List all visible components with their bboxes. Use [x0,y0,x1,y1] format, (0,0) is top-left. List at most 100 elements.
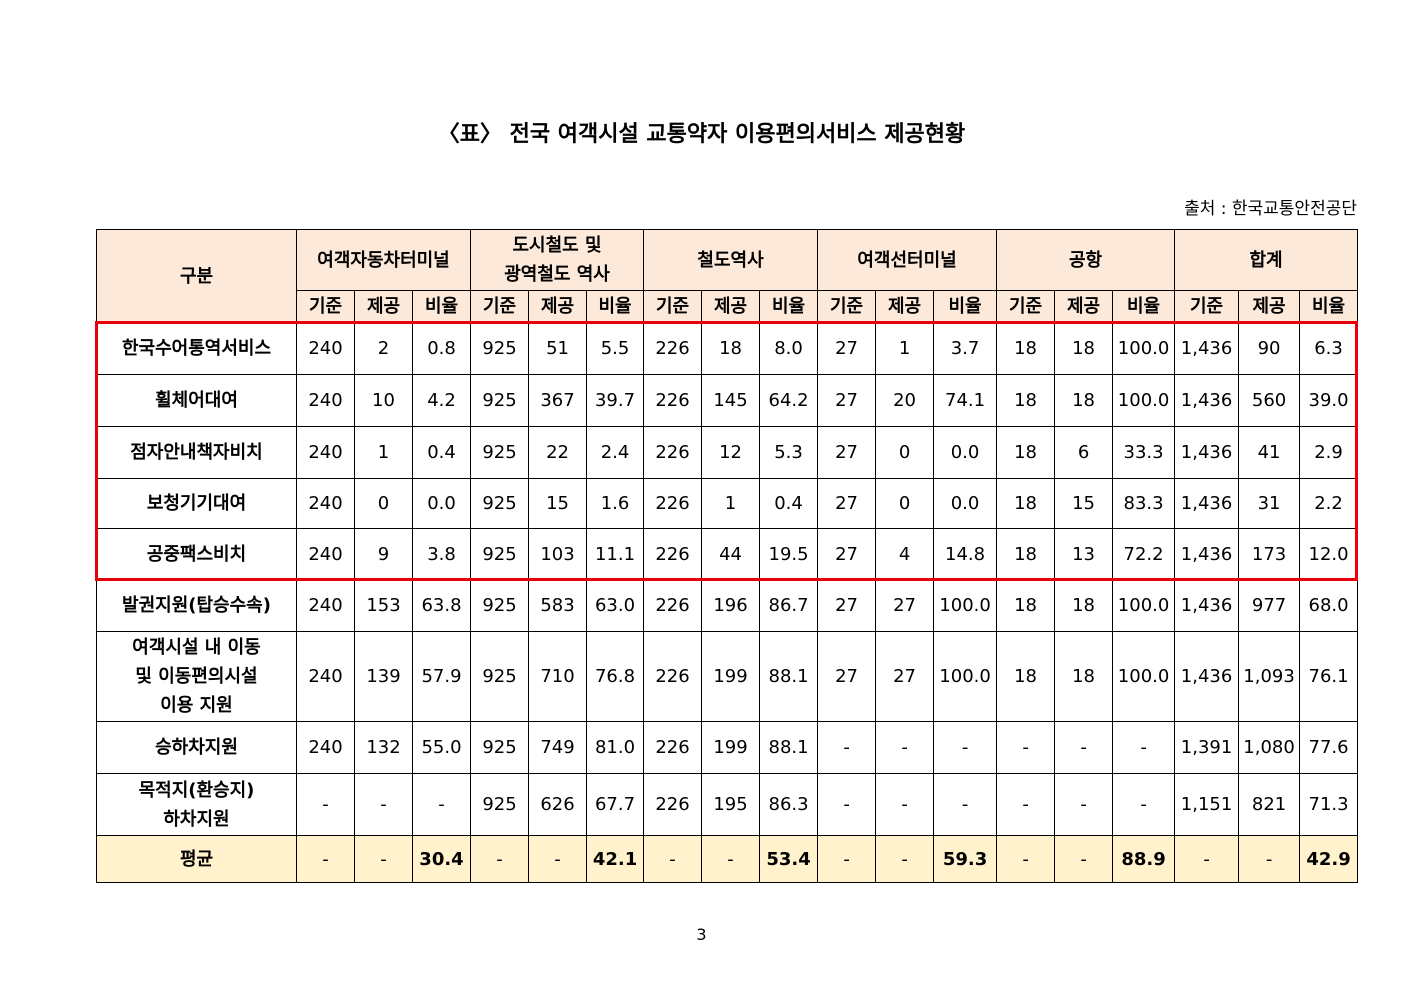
cell: 139 [354,631,413,722]
cell: 0 [875,426,935,479]
cell: 15 [1054,478,1114,529]
cell: - [354,773,413,836]
header-cell: 구분 [96,229,297,323]
subheader: 기준 [996,290,1056,323]
cell: 18 [996,478,1056,529]
row-label: 여객시설 내 이동 및 이동편의시설 이용 지원 [96,631,297,722]
data-row: 여객시설 내 이동 및 이동편의시설 이용 지원 240 139 57.9 925 710… [96,631,1359,722]
cell: 9 [354,528,413,580]
cell: 1,391 [1174,721,1240,774]
cell: 199 [701,631,761,722]
cell: 18 [996,374,1056,427]
subheader: 비율 [759,290,819,323]
cell: 240 [296,322,355,375]
subheader-row: 기준 제공 비율 기준 제공 비율 기준 제공 비율 기준 제공 비율 기준 제공 비율 기준 제공 비율 [97,290,1359,323]
cell: 1 [875,322,935,375]
cell: 55.0 [411,721,472,774]
subheader: 제공 [701,290,761,323]
cell: 27 [875,579,935,632]
cell: 1,436 [1174,528,1240,580]
cell: 39.7 [586,374,645,427]
cell: 13 [1054,528,1114,580]
cell: 11.1 [586,528,645,580]
group-header: 철도역사 [643,229,819,291]
data-row: 휠체어대여 240 10 4.2 925 367 39.7 226 145 64.2 27 20 74.… [96,374,1359,427]
cell: 195 [701,773,761,836]
cell: - [1112,773,1176,836]
cell: 12 [701,426,761,479]
cell: 925 [470,773,530,836]
cell: 76.1 [1299,631,1359,722]
cell: 51 [528,322,588,375]
cell: 240 [296,528,355,580]
subheader: 기준 [817,290,877,323]
cell: 81.0 [586,721,645,774]
source: 출처 : 한국교통안전공단 [1184,199,1357,219]
group-header: 여객선터미널 [817,229,998,291]
cell: - [933,721,998,774]
subheader: 제공 [1238,290,1301,323]
cell: - [411,773,472,836]
cell: 2 [354,322,413,375]
subheader: 비율 [586,290,645,323]
cell: - [817,721,877,774]
cell: 226 [643,773,703,836]
cell: 3.7 [933,322,998,375]
data-row: 한국수어통역서비스 240 2 0.8 925 51 5.5 226 18 8.0 27 1 3.7 18… [96,322,1359,375]
cell: 0 [875,478,935,529]
cell: 86.7 [759,579,819,632]
subheader: 제공 [875,290,935,323]
cell: 18 [1054,374,1114,427]
cell: 88.1 [759,631,819,722]
cell: - [1054,721,1114,774]
cell: 71.3 [1299,773,1359,836]
cell: 821 [1238,773,1301,836]
cell: 925 [470,426,530,479]
cell: 1,436 [1174,579,1240,632]
subheader: 제공 [528,290,588,323]
cell: 39.0 [1299,374,1359,427]
subheader: 비율 [1299,290,1359,323]
cell: 33.3 [1112,426,1176,479]
cell: 226 [643,426,703,479]
cell: 18 [996,528,1056,580]
cell: 2.9 [1299,426,1359,479]
cell: 153 [354,579,413,632]
cell: 226 [643,579,703,632]
cell: 367 [528,374,588,427]
cell: 100.0 [1112,374,1176,427]
cell: 57.9 [411,631,472,722]
cell: - [996,773,1056,836]
group-header: 공항 [996,229,1176,291]
cell: - [875,773,935,836]
cell: 1,093 [1238,631,1301,722]
cell: - [875,835,935,883]
data-row: 보청기기대여 240 0 0.0 925 15 1.6 226 1 0.4 27 0 0.0 18 15 83… [96,478,1359,529]
cell: 27 [817,374,877,427]
cell: 64.2 [759,374,819,427]
cell: 103 [528,528,588,580]
cell: 18 [1054,579,1114,632]
cell: 583 [528,579,588,632]
table: 구분 여객자동차터미널 도시철도 및 광역철도 역사 철도역사 여객선터미널 공항 합계 기준… [96,229,1359,883]
cell: 0.8 [411,322,472,375]
cell: 5.3 [759,426,819,479]
group-header: 도시철도 및 광역철도 역사 [470,229,645,291]
cell: 6 [1054,426,1114,479]
header-row: 구분 여객자동차터미널 도시철도 및 광역철도 역사 철도역사 여객선터미널 공항 합계 [96,229,1359,323]
cell: 925 [470,374,530,427]
cell: 18 [701,322,761,375]
cell: 710 [528,631,588,722]
cell: 1,436 [1174,478,1240,529]
cell: 83.3 [1112,478,1176,529]
cell: 100.0 [1112,631,1176,722]
cell: 226 [643,374,703,427]
row-label: 점자안내책자비치 [96,426,297,479]
group-header: 여객자동차터미널 [295,229,472,291]
cell: - [996,721,1056,774]
cell: 1,436 [1174,631,1240,722]
cell: 74.1 [933,374,998,427]
row-label: 목적지(환승지) 하차지원 [96,773,297,836]
subheader: 기준 [296,290,355,323]
